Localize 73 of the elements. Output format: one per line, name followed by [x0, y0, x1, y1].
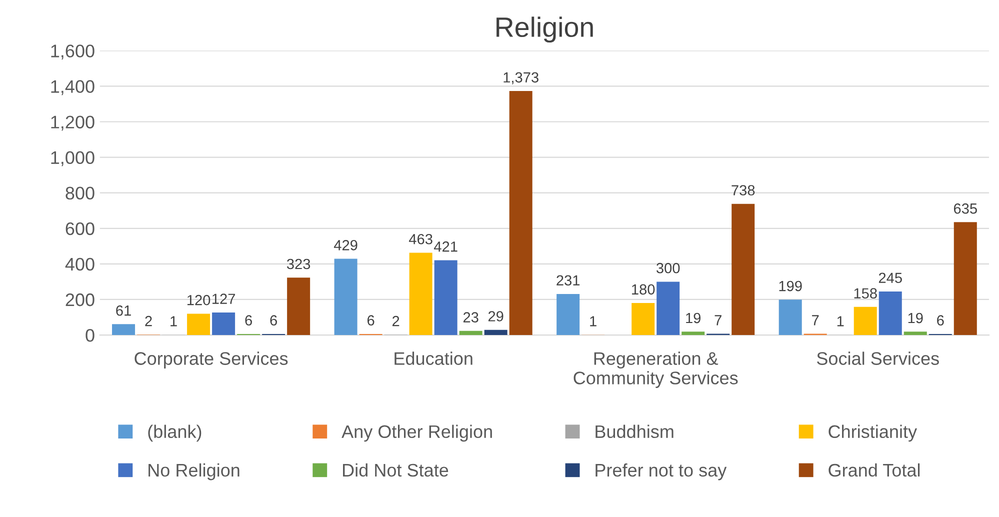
legend-label: Prefer not to say: [596, 463, 727, 480]
data-label: 463: [408, 234, 432, 244]
data-label: 300: [656, 262, 680, 274]
data-label: 19: [908, 312, 923, 324]
bar: [334, 258, 358, 336]
data-label: 6: [245, 315, 252, 326]
bar: [632, 303, 655, 336]
data-label: 23: [463, 312, 478, 322]
bar: [509, 91, 532, 336]
chart-title: Religion: [496, 16, 593, 43]
data-label: 1: [837, 316, 844, 326]
x-tick-label: Social Services: [816, 352, 939, 365]
y-tick-label: 1,200: [51, 116, 94, 131]
legend-label: Grand Total: [828, 463, 920, 477]
bar: [556, 294, 580, 336]
y-tick-label: 200: [66, 293, 94, 306]
bar: [484, 330, 508, 336]
data-label: 245: [878, 272, 902, 284]
bar: [434, 260, 458, 336]
data-label: 1,373: [504, 72, 538, 84]
data-label: 2: [392, 316, 400, 326]
data-label: 231: [556, 275, 580, 286]
data-label: 7: [714, 315, 722, 326]
legend-label: (blank): [148, 424, 202, 442]
data-label: 429: [334, 240, 358, 250]
data-label: 6: [270, 315, 277, 326]
x-tick-label: Corporate Services: [134, 352, 288, 369]
data-label: 635: [954, 203, 977, 214]
bar: [904, 332, 927, 336]
bar: [954, 222, 977, 336]
data-label: 323: [286, 258, 310, 270]
legend-label: Buddhism: [596, 424, 674, 438]
bar: [656, 282, 680, 336]
bar: [459, 330, 482, 336]
data-label: 7: [812, 315, 819, 326]
data-label: 180: [632, 284, 655, 295]
data-label: 120: [187, 294, 210, 306]
y-tick-label: 1,400: [51, 80, 94, 96]
bar: [854, 306, 877, 336]
data-label: 421: [434, 241, 458, 252]
data-label: 2: [145, 316, 152, 326]
bar: [409, 252, 432, 336]
legend-label: Any Other Religion: [342, 424, 492, 442]
y-tick-label: 800: [66, 186, 94, 200]
bar: [287, 278, 310, 336]
bar: [732, 204, 755, 336]
y-tick-label: 400: [65, 258, 94, 271]
y-tick-label: 1,000: [51, 151, 94, 166]
bar: [187, 314, 210, 336]
y-tick-label: 600: [66, 222, 94, 236]
data-label: 158: [854, 288, 877, 298]
legend-label: Christianity: [828, 424, 918, 442]
x-tick-label: Regeneration & Community Services: [574, 352, 738, 388]
bar: [112, 324, 136, 336]
data-label: 1: [590, 316, 596, 326]
legend-label: Did Not State: [343, 463, 448, 477]
data-label: 127: [212, 294, 235, 304]
data-label: 29: [488, 311, 504, 322]
data-label: 199: [779, 280, 802, 292]
data-label: 6: [367, 315, 374, 326]
y-tick-label: 0: [86, 328, 94, 342]
data-label: 6: [937, 315, 944, 326]
y-tick-label: 1,600: [51, 44, 94, 60]
bar: [682, 332, 705, 336]
bar: [212, 312, 236, 336]
x-tick-label: Education: [394, 352, 472, 365]
bar: [878, 291, 902, 336]
legend-label: No Religion: [148, 463, 240, 480]
data-label: 1: [170, 316, 177, 326]
bar: [778, 300, 802, 336]
data-label: 61: [116, 305, 131, 316]
data-label: 19: [686, 312, 701, 324]
data-label: 738: [732, 185, 755, 196]
